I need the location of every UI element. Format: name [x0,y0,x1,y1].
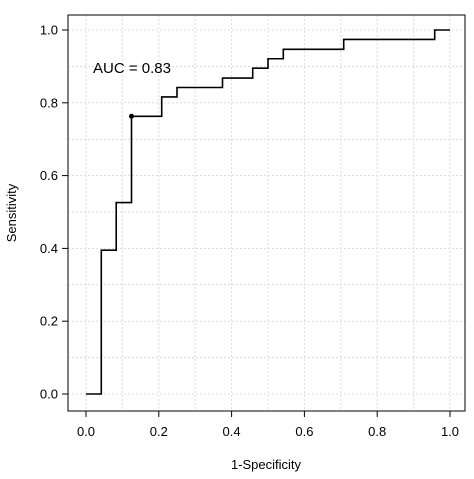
x-tick-label: 0.0 [77,424,95,439]
y-tick-label: 0.8 [40,95,58,110]
x-axis-title: 1-Specificity [231,457,302,472]
roc-curve-line [86,29,450,395]
highlighted-point [129,113,134,119]
x-tick-label: 0.4 [223,424,241,439]
auc-annotation: AUC = 0.83 [93,60,171,77]
y-tick-label: 0.0 [40,387,58,402]
x-tick-label: 0.8 [368,424,386,439]
grid [68,15,465,411]
plot-frame [67,14,466,412]
y-axis-title: Sensitivity [4,183,19,242]
y-tick-label: 0.4 [40,241,58,256]
x-tick-label: 0.6 [295,424,313,439]
y-tick-label: 0.6 [40,168,58,183]
y-tick-label: 1.0 [40,23,58,38]
x-axis: 0.0 0.2 0.4 0.6 0.8 1.0 [77,411,459,439]
y-tick-label: 0.2 [40,314,58,329]
y-axis: 0.0 0.2 0.4 0.6 0.8 1.0 [40,23,68,402]
x-tick-label: 0.2 [150,424,168,439]
x-tick-label: 1.0 [441,424,459,439]
